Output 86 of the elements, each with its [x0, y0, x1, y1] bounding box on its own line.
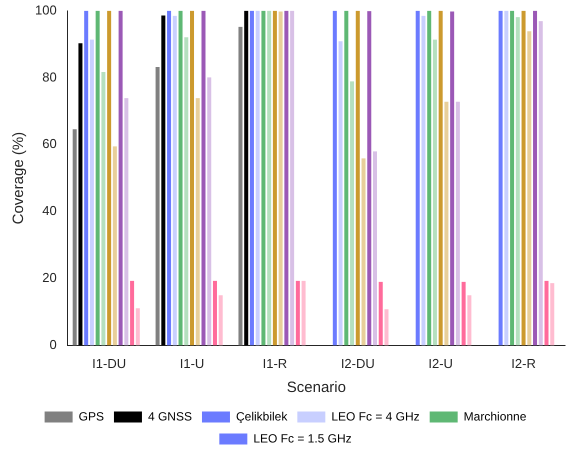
bar — [421, 16, 426, 346]
bar — [302, 280, 306, 346]
bar — [256, 10, 260, 346]
y-axis-title: Coverage (%) — [10, 132, 28, 224]
bar — [272, 10, 277, 346]
bar — [184, 37, 188, 346]
legend-label: Marchionne — [464, 409, 527, 424]
bar — [378, 282, 383, 346]
bar — [161, 15, 166, 346]
bar — [416, 10, 420, 346]
bar — [196, 98, 200, 346]
bar — [267, 10, 272, 346]
bar — [516, 17, 520, 346]
bar — [72, 129, 77, 346]
bar — [218, 295, 223, 346]
bar — [522, 10, 526, 346]
bar — [250, 10, 254, 346]
bar — [136, 308, 140, 346]
bar — [344, 10, 348, 346]
bar — [338, 41, 343, 346]
y-tick-label: 100 — [34, 2, 57, 18]
bar — [296, 280, 300, 346]
bar — [356, 10, 360, 346]
bar — [462, 282, 466, 346]
legend-label: Çelikbilek — [236, 409, 288, 424]
bar — [101, 72, 106, 346]
bar — [178, 10, 183, 346]
bar — [84, 10, 88, 346]
bar — [362, 158, 366, 346]
bar — [432, 40, 437, 346]
bar — [438, 10, 443, 346]
y-tick-label: 40 — [42, 203, 57, 218]
x-tick-label: I1-R — [262, 356, 288, 371]
bar — [118, 10, 123, 346]
x-tick-label: I2-U — [428, 356, 453, 371]
bar — [261, 10, 266, 346]
bar — [550, 283, 554, 346]
bar — [498, 10, 503, 346]
bar — [90, 40, 94, 346]
bar — [538, 21, 543, 346]
bar — [384, 309, 388, 346]
bar — [372, 151, 378, 346]
bar — [290, 10, 294, 346]
bar — [156, 67, 160, 346]
y-tick-label: 80 — [42, 69, 57, 84]
bar — [332, 10, 337, 346]
bar — [533, 10, 538, 346]
x-tick-label: I1-U — [180, 356, 204, 371]
bar — [207, 77, 212, 346]
bar — [244, 10, 248, 346]
bar — [278, 11, 283, 346]
bar — [444, 102, 448, 346]
bar — [124, 98, 128, 346]
bar — [467, 295, 472, 346]
bar — [350, 81, 354, 346]
x-tick-label: I2-R — [511, 356, 536, 371]
bar — [450, 11, 454, 346]
bar — [112, 146, 117, 346]
bar — [427, 10, 432, 346]
x-tick-label: I2-DU — [340, 356, 375, 371]
bar — [130, 280, 134, 346]
y-tick-label: 60 — [42, 136, 57, 152]
bar — [510, 10, 514, 346]
bar — [107, 10, 112, 346]
bar — [96, 10, 100, 346]
legend-label: LEO Fc = 1.5 GHz — [253, 431, 352, 446]
bar — [238, 26, 242, 346]
bar — [167, 10, 172, 346]
bar — [284, 10, 288, 346]
legend-label: 4 GNSS — [148, 409, 192, 424]
legend-label: LEO Fc = 4 GHz — [331, 409, 420, 424]
y-tick-label: 20 — [42, 270, 57, 286]
bar — [201, 10, 206, 346]
bar — [504, 10, 508, 346]
bar — [456, 102, 460, 346]
x-axis-title: Scenario — [286, 379, 346, 396]
x-tick-label: I1-DU — [92, 356, 126, 371]
bar — [527, 31, 532, 346]
bar — [172, 16, 177, 346]
bar — [367, 11, 372, 346]
y-tick-label: 0 — [49, 336, 57, 352]
bar — [544, 280, 549, 346]
legend-label: GPS — [78, 409, 104, 424]
bar — [190, 10, 194, 346]
bar — [212, 280, 217, 346]
bar — [78, 43, 82, 346]
